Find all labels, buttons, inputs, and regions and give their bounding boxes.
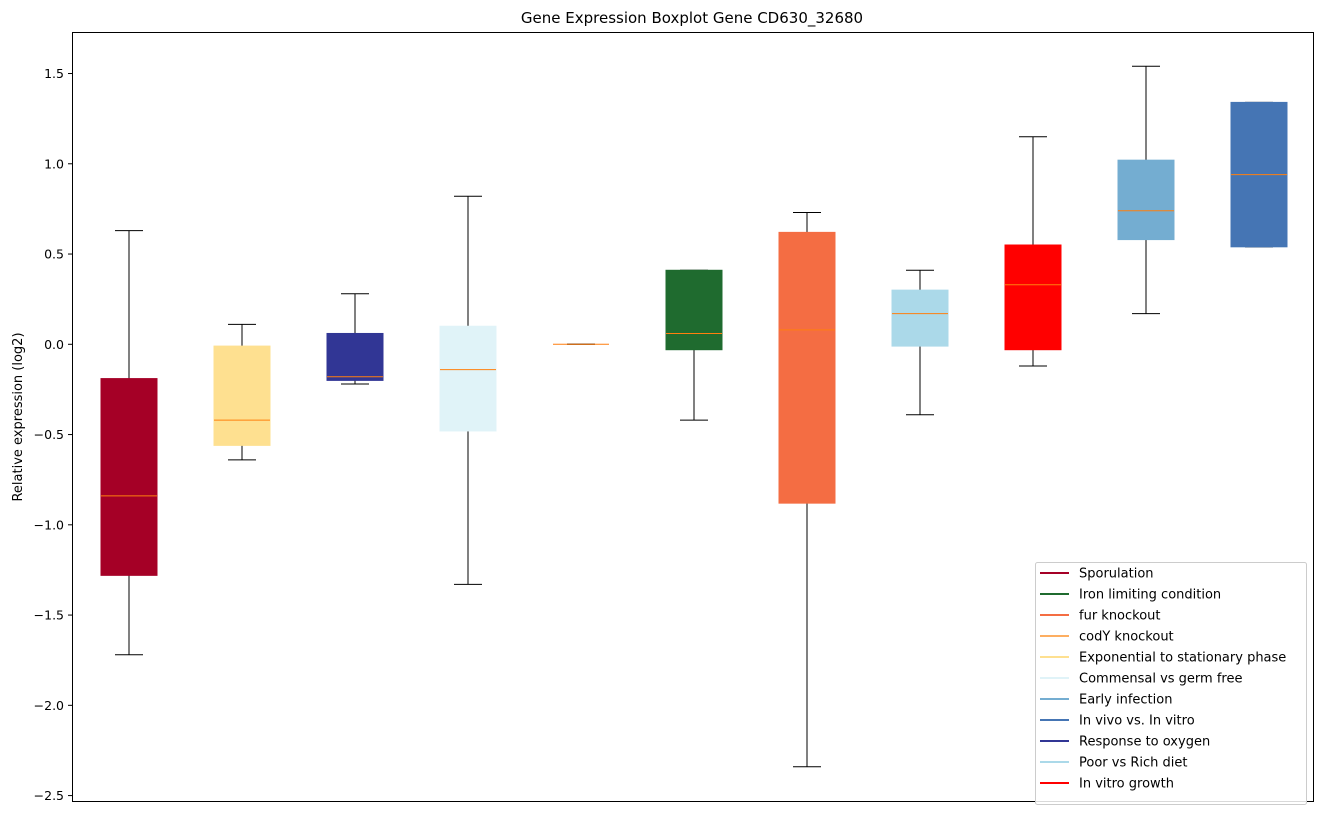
box-group — [100, 230, 158, 656]
boxes-layer — [100, 65, 1288, 768]
legend-label: Response to oxygen — [1079, 735, 1210, 750]
legend-label: In vitro growth — [1079, 777, 1174, 792]
y-tick-label: −1.0 — [34, 517, 64, 532]
box — [100, 378, 158, 576]
box-group — [213, 323, 271, 461]
y-axis-label: Relative expression (log2) — [11, 332, 26, 501]
box-group — [891, 269, 949, 416]
legend-label: Poor vs Rich diet — [1079, 756, 1187, 771]
box-group — [1230, 101, 1288, 248]
box — [778, 231, 836, 504]
legend-label: Sporulation — [1079, 567, 1154, 582]
y-tick-label: −2.0 — [34, 698, 64, 713]
legend-frame — [1035, 562, 1307, 805]
box — [891, 289, 949, 347]
box — [439, 325, 497, 432]
chart-title: Gene Expression Boxplot Gene CD630_32680 — [521, 9, 863, 28]
box-group — [326, 293, 384, 385]
plot-area-frame — [72, 32, 1314, 802]
box-group — [439, 195, 497, 585]
legend: Sporulation Iron limiting condition fur kn… — [1035, 562, 1307, 805]
y-tick-label: 0.0 — [44, 337, 64, 352]
box — [1004, 244, 1062, 351]
box — [1117, 159, 1175, 241]
y-tick-label: −2.5 — [34, 788, 64, 803]
legend-label: fur knockout — [1079, 609, 1161, 624]
legend-label: Iron limiting condition — [1079, 588, 1221, 603]
y-tick-label: −1.5 — [34, 608, 64, 623]
box-group — [1117, 65, 1175, 315]
box-group — [778, 212, 836, 768]
y-tick-label: −0.5 — [34, 427, 64, 442]
box — [213, 345, 271, 446]
box-group — [665, 269, 723, 421]
box — [326, 332, 384, 381]
y-tick-label: 1.0 — [44, 156, 64, 171]
legend-label: In vivo vs. In vitro — [1079, 714, 1195, 729]
y-tick-label: 1.5 — [44, 66, 64, 81]
box-group — [1004, 136, 1062, 367]
legend-label: Exponential to stationary phase — [1079, 651, 1286, 666]
legend-label: codY knockout — [1079, 630, 1174, 645]
legend-label: Early infection — [1079, 693, 1172, 708]
y-tick-label: 0.5 — [44, 247, 64, 262]
legend-label: Commensal vs germ free — [1079, 672, 1242, 687]
box — [665, 269, 723, 351]
y-axis: −2.5 −2.0 −1.5 −1.0 −0.5 0.0 0.5 1.0 1.5 — [34, 66, 72, 803]
